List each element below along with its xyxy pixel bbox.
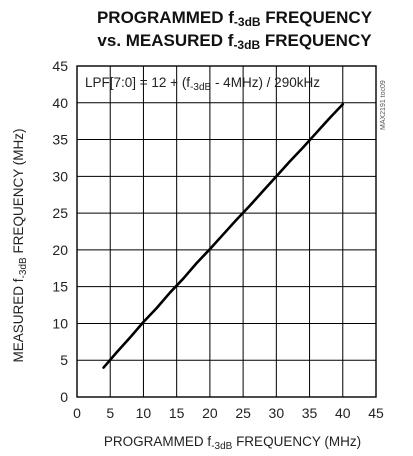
equation-text: LPF[7:0] = 12 + (f-3dB - 4MHz) / 290kHz <box>85 75 320 93</box>
y-axis-label: MEASURED f-3dB FREQUENCY (MHz) <box>11 129 29 363</box>
y-tick-label: 15 <box>52 279 68 295</box>
x-tick-label: 30 <box>269 405 285 421</box>
x-tick-label: 25 <box>235 405 251 421</box>
x-axis-label-text: PROGRAMMED f-3dB FREQUENCY (MHz) <box>104 434 361 452</box>
x-tick-label: 20 <box>202 405 218 421</box>
y-tick-label: 5 <box>60 352 68 368</box>
grid <box>77 66 376 397</box>
y-tick-label: 45 <box>52 58 68 74</box>
y-tick-label: 40 <box>52 95 68 111</box>
x-tick-label: 15 <box>169 405 185 421</box>
y-tick-label: 20 <box>52 242 68 258</box>
y-tick-label: 10 <box>52 315 68 331</box>
y-tick-label: 25 <box>52 205 68 221</box>
x-tick-label: 35 <box>302 405 318 421</box>
chart-title-line: vs. MEASURED f-3dB FREQUENCY <box>97 31 372 52</box>
figure-id: MAX2191 toc09 <box>380 80 387 130</box>
y-tick-label: 35 <box>52 132 68 148</box>
figure-id-text: MAX2191 toc09 <box>380 80 387 130</box>
x-tick-label: 5 <box>106 405 114 421</box>
y-axis-label-text: MEASURED f-3dB FREQUENCY (MHz) <box>11 129 29 363</box>
x-tick-labels: 0 5 10 15 20 25 30 35 40 45 <box>73 405 384 421</box>
equation-annotation: LPF[7:0] = 12 + (f-3dB - 4MHz) / 290kHz <box>85 75 320 93</box>
x-tick-label: 0 <box>73 405 81 421</box>
plot-frame <box>76 65 377 398</box>
x-tick-label: 45 <box>368 405 384 421</box>
y-tick-label: 30 <box>52 168 68 184</box>
x-tick-label: 10 <box>136 405 152 421</box>
y-tick-label: 0 <box>60 389 68 405</box>
x-axis-label: PROGRAMMED f-3dB FREQUENCY (MHz) <box>104 434 361 452</box>
series-line <box>102 102 345 369</box>
y-tick-labels: 0 5 10 15 20 25 30 35 40 45 <box>52 58 68 405</box>
chart-title-line: PROGRAMMED f-3dB FREQUENCY <box>97 8 373 29</box>
x-tick-label: 40 <box>335 405 351 421</box>
